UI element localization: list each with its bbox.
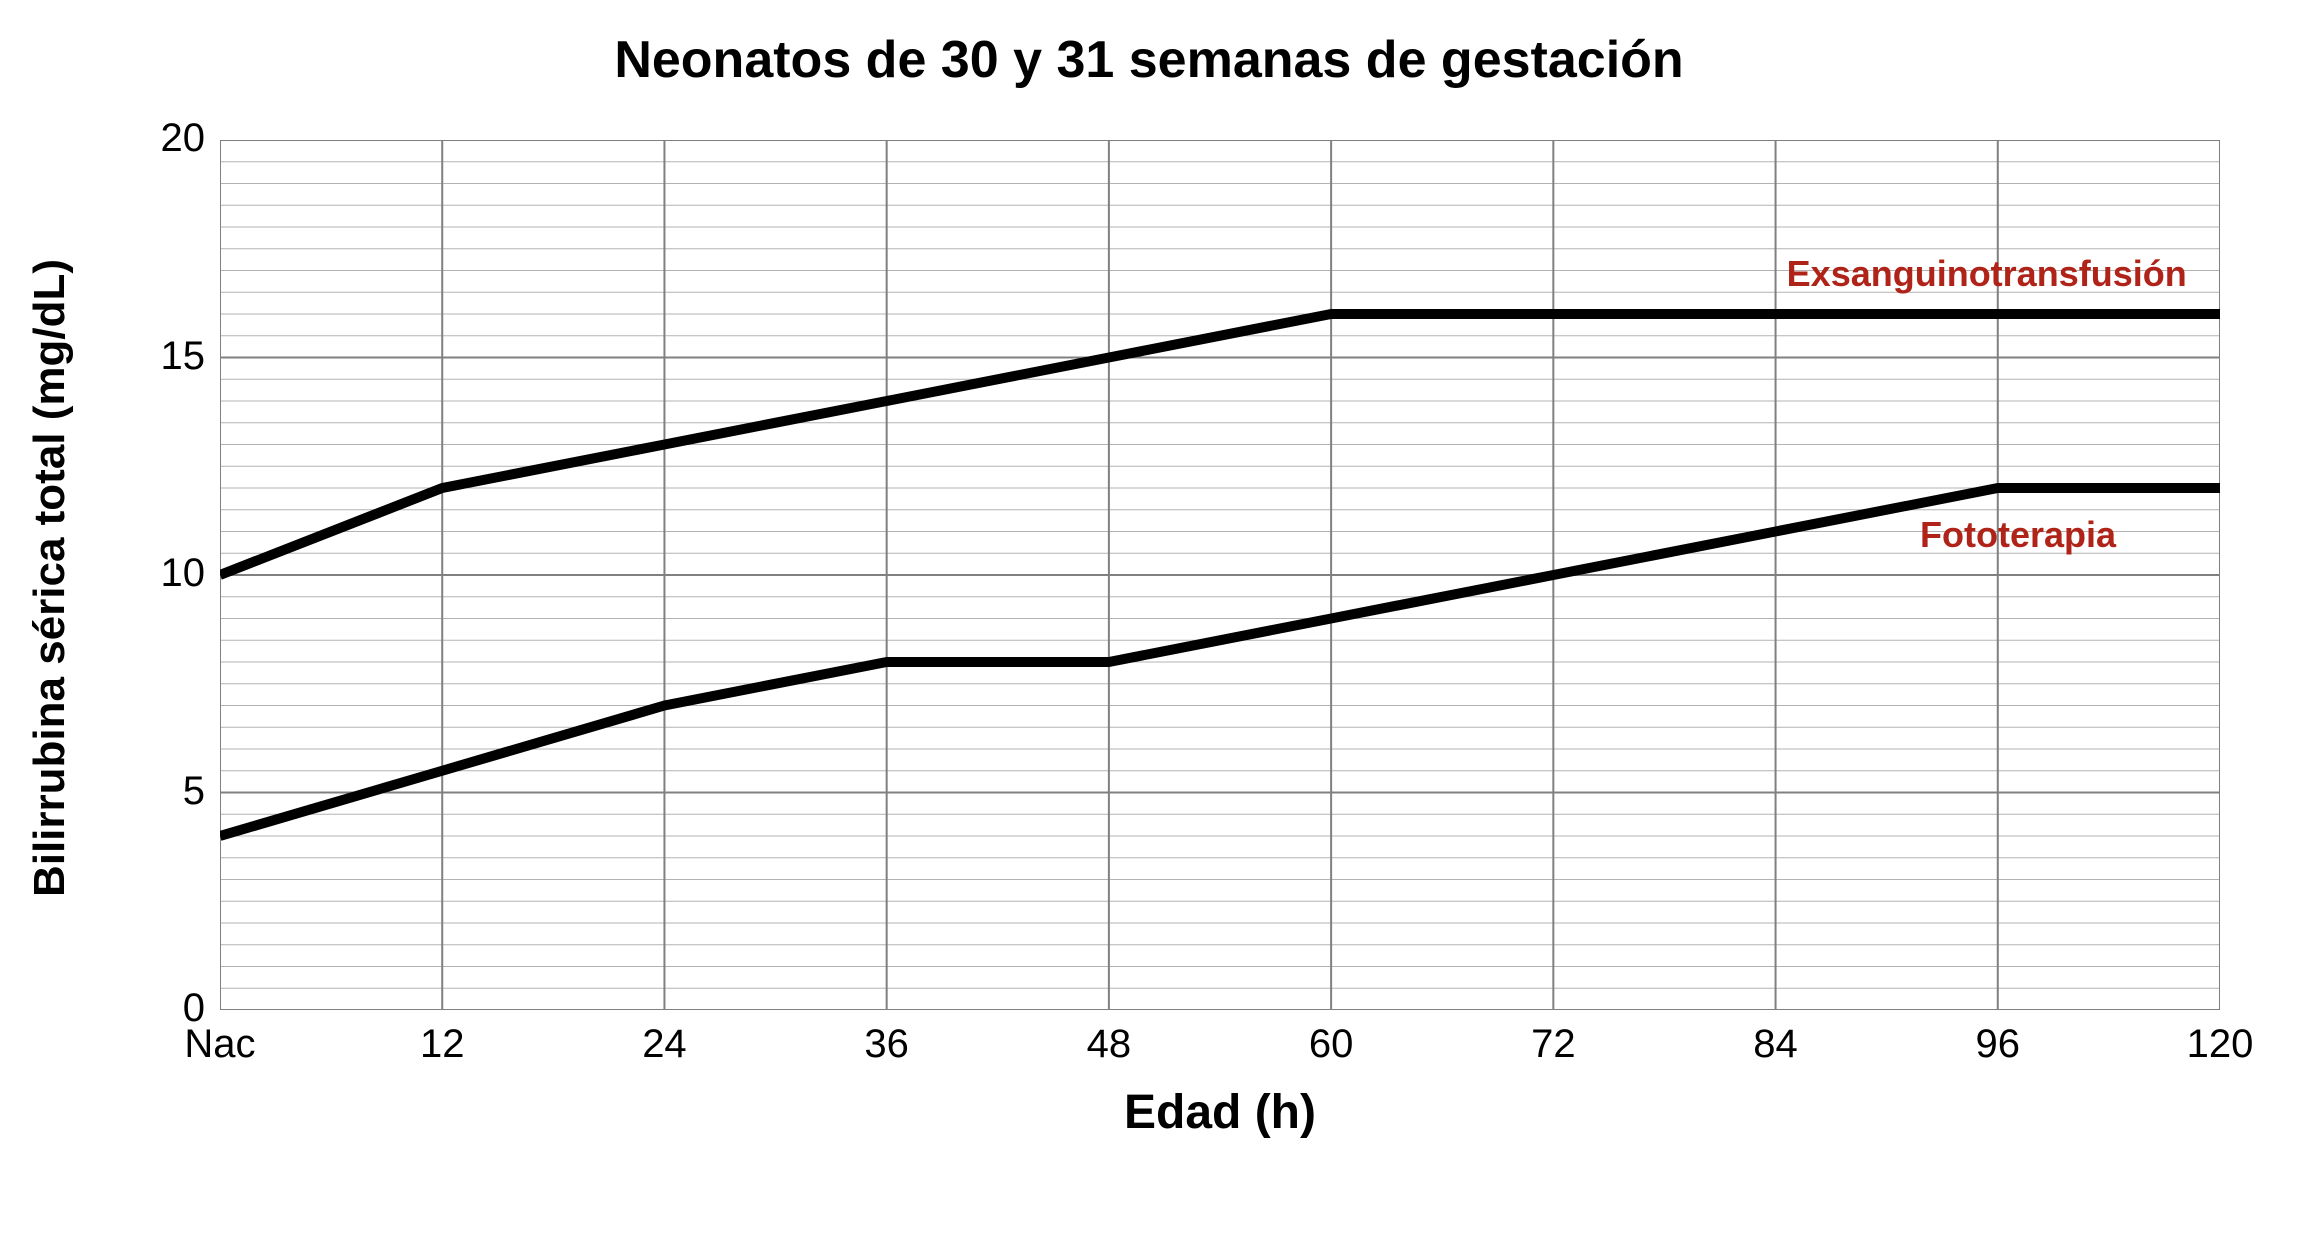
series-label: Fototerapia xyxy=(1920,514,2116,556)
y-axis-label: Bilirrubina sérica total (mg/dL) xyxy=(25,158,75,998)
y-tick-label: 20 xyxy=(161,116,206,161)
x-tick-label: 24 xyxy=(604,1022,724,1067)
x-tick-label: 60 xyxy=(1271,1022,1391,1067)
chart-title: Neonatos de 30 y 31 semanas de gestación xyxy=(0,30,2298,90)
x-tick-label: 36 xyxy=(827,1022,947,1067)
x-axis-label: Edad (h) xyxy=(220,1085,2220,1140)
x-tick-label: Nac xyxy=(160,1022,280,1067)
x-tick-label: 12 xyxy=(382,1022,502,1067)
x-tick-label: 84 xyxy=(1716,1022,1836,1067)
y-tick-label: 15 xyxy=(161,334,206,379)
chart-container: Neonatos de 30 y 31 semanas de gestación… xyxy=(0,0,2298,1260)
x-tick-label: 48 xyxy=(1049,1022,1169,1067)
x-tick-label: 120 xyxy=(2160,1022,2280,1067)
y-tick-label: 5 xyxy=(183,769,205,814)
x-tick-label: 72 xyxy=(1493,1022,1613,1067)
series-label: Exsanguinotransfusión xyxy=(1787,253,2187,295)
y-tick-label: 10 xyxy=(161,551,206,596)
x-tick-label: 96 xyxy=(1938,1022,2058,1067)
